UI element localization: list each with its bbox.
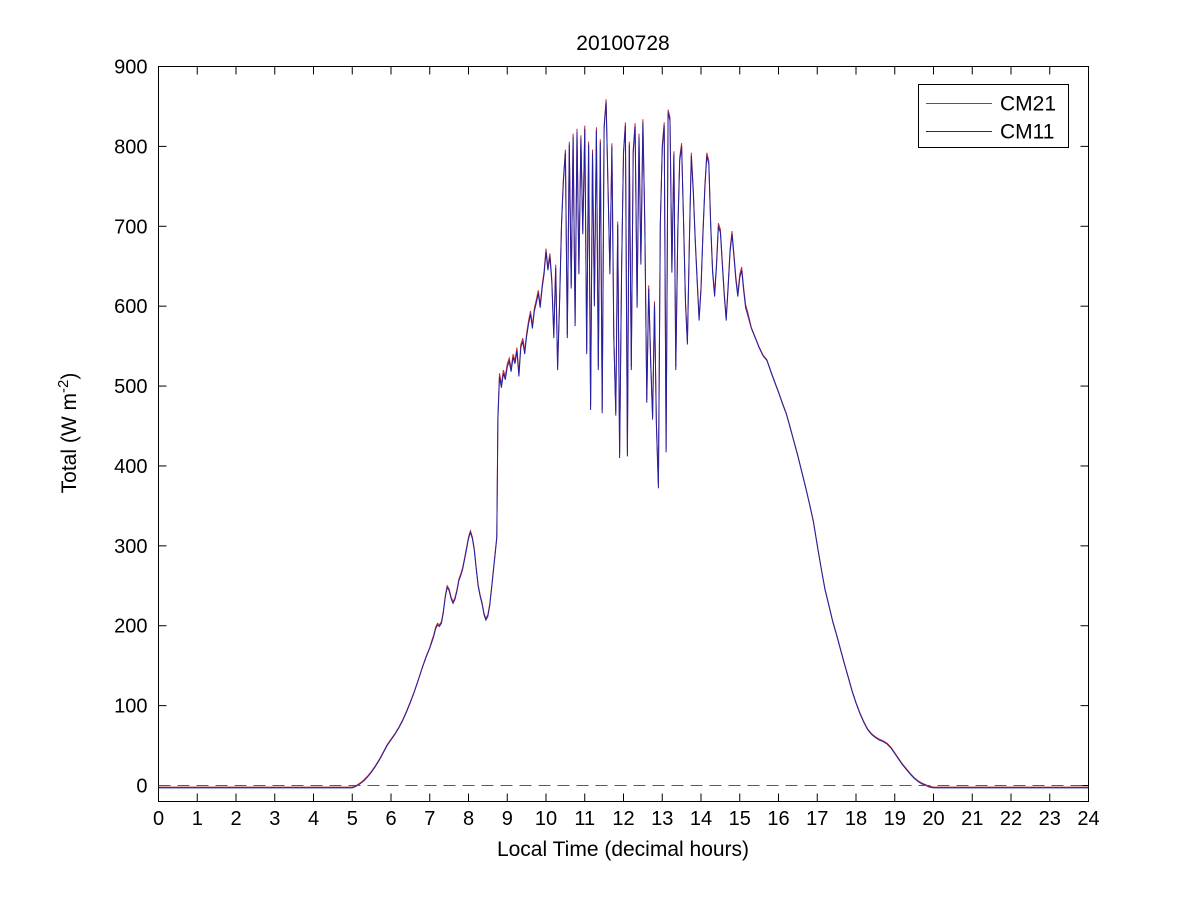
axis-tick-labels: 0 1 2 3 4 5 6 7 8 9 10 11 12 13 14 15 16 17 18 19 20 21 22 23 24… <box>114 57 1100 831</box>
chart-title: 20100728 <box>576 32 669 55</box>
x-tick-label: 15 <box>729 808 751 830</box>
x-tick-label: 2 <box>230 808 241 830</box>
x-tick-label: 5 <box>347 808 358 830</box>
y-tick-label: 100 <box>114 696 147 718</box>
legend: CM21 CM11 <box>918 84 1069 148</box>
plot-area <box>158 66 1089 802</box>
x-tick-label: 1 <box>192 808 203 830</box>
legend-label-cm11: CM11 <box>1000 121 1054 144</box>
x-tick-label: 6 <box>385 808 396 830</box>
legend-box <box>918 84 1069 148</box>
series-line-cm11 <box>158 102 1089 789</box>
x-tick-label: 3 <box>269 808 280 830</box>
x-tick-label: 13 <box>651 808 673 830</box>
x-tick-label: 9 <box>502 808 513 830</box>
x-tick-label: 17 <box>806 808 828 830</box>
y-tick-label: 800 <box>114 136 147 158</box>
x-tick-label: 22 <box>1000 808 1022 830</box>
x-tick-label: 8 <box>463 808 474 830</box>
x-tick-label: 16 <box>767 808 789 830</box>
x-tick-label: 21 <box>961 808 983 830</box>
x-tick-label: 7 <box>424 808 435 830</box>
x-tick-label: 12 <box>612 808 634 830</box>
y-tick-label: 300 <box>114 536 147 558</box>
y-tick-label: 600 <box>114 296 147 318</box>
y-tick-label: 200 <box>114 616 147 638</box>
x-axis-label: Local Time (decimal hours) <box>497 838 749 861</box>
x-tick-label: 18 <box>845 808 867 830</box>
axis-ticks <box>158 66 1089 802</box>
legend-label-cm21: CM21 <box>1000 93 1056 116</box>
y-tick-label: 500 <box>114 376 147 398</box>
data-series <box>158 99 1089 789</box>
x-tick-label: 10 <box>535 808 557 830</box>
x-tick-label: 14 <box>690 808 712 830</box>
x-tick-label: 24 <box>1077 808 1099 830</box>
y-axis-label: Total (W m-2) <box>55 373 81 494</box>
y-tick-label: 700 <box>114 216 147 238</box>
x-tick-label: 23 <box>1039 808 1061 830</box>
x-tick-label: 4 <box>308 808 319 830</box>
y-tick-label: 900 <box>114 57 147 79</box>
y-tick-label: 0 <box>136 776 147 798</box>
x-tick-label: 11 <box>574 808 595 830</box>
x-tick-label: 19 <box>884 808 906 830</box>
x-tick-label: 0 <box>153 808 164 830</box>
y-tick-label: 400 <box>114 456 147 478</box>
x-tick-label: 20 <box>922 808 944 830</box>
